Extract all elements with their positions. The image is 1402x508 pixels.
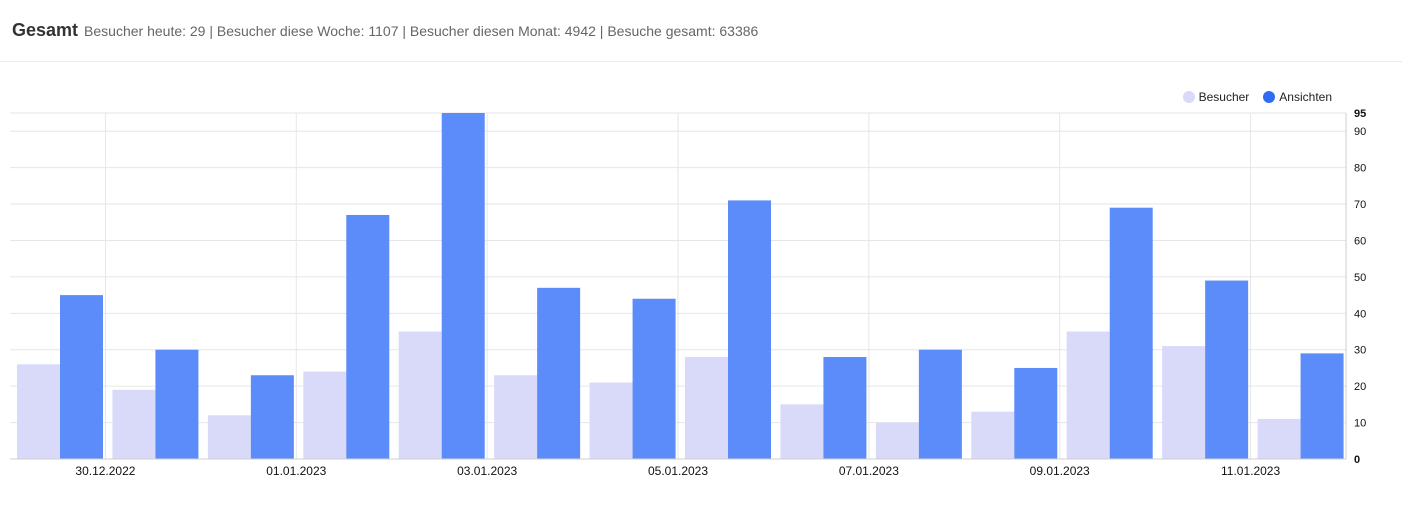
y-tick-label: 80 bbox=[1354, 163, 1366, 175]
legend-label-ansichten: Ansichten bbox=[1279, 90, 1332, 104]
bar-besucher bbox=[1066, 331, 1110, 459]
bar-ansichten bbox=[60, 295, 103, 459]
bar-besucher bbox=[589, 382, 633, 459]
y-tick-label: 70 bbox=[1354, 199, 1366, 211]
y-tick-label: 0 bbox=[1354, 454, 1360, 466]
bar-besucher bbox=[112, 389, 156, 459]
legend-label-besucher: Besucher bbox=[1198, 90, 1250, 104]
x-tick-label: 30.12.2022 bbox=[75, 464, 135, 478]
bar-besucher bbox=[207, 415, 251, 459]
bar-ansichten bbox=[728, 200, 771, 459]
bar-ansichten bbox=[155, 349, 199, 459]
x-tick-label: 11.01.2023 bbox=[1221, 464, 1280, 478]
y-tick-label: 10 bbox=[1354, 418, 1366, 430]
y-tick-label: 40 bbox=[1354, 308, 1366, 320]
y-tick-label: 30 bbox=[1354, 345, 1366, 357]
bar-besucher bbox=[971, 411, 1015, 459]
bar-ansichten bbox=[537, 287, 581, 459]
bar-ansichten bbox=[1109, 207, 1153, 459]
legend-item-besucher[interactable]: Besucher bbox=[1182, 90, 1250, 104]
bar-ansichten bbox=[1205, 280, 1249, 459]
bar-besucher bbox=[17, 364, 60, 459]
bar-ansichten bbox=[250, 375, 294, 459]
bar-besucher bbox=[398, 331, 442, 459]
bar-besucher bbox=[1257, 418, 1301, 459]
bar-ansichten bbox=[918, 349, 962, 459]
page-title: Gesamt bbox=[12, 20, 79, 40]
y-tick-label: 60 bbox=[1354, 235, 1366, 247]
chart-legend: Besucher Ansichten bbox=[1182, 90, 1332, 104]
bar-ansichten bbox=[1014, 367, 1058, 459]
bar-besucher bbox=[494, 375, 538, 459]
y-tick-label: 90 bbox=[1354, 126, 1366, 138]
bar-besucher bbox=[303, 371, 347, 459]
legend-dot-besucher bbox=[1182, 91, 1195, 103]
x-tick-label: 05.01.2023 bbox=[648, 464, 708, 478]
y-tick-label: 95 bbox=[1354, 108, 1366, 120]
bar-besucher bbox=[1162, 346, 1206, 459]
bar-ansichten bbox=[346, 214, 390, 459]
legend-item-ansichten[interactable]: Ansichten bbox=[1263, 90, 1332, 104]
bar-besucher bbox=[780, 404, 824, 459]
chart-header: Gesamt Besucher heute: 29 | Besucher die… bbox=[0, 0, 1402, 62]
x-tick-label: 09.01.2023 bbox=[1030, 464, 1090, 478]
bar-besucher bbox=[685, 357, 728, 459]
bar-besucher bbox=[875, 422, 919, 459]
bar-ansichten bbox=[632, 298, 676, 459]
bar-ansichten bbox=[1300, 353, 1344, 459]
bar-ansichten bbox=[441, 113, 485, 459]
x-tick-label: 07.01.2023 bbox=[839, 464, 899, 478]
legend-dot-ansichten bbox=[1263, 91, 1276, 103]
bar-ansichten bbox=[823, 357, 867, 459]
x-tick-label: 01.01.2023 bbox=[266, 464, 326, 478]
y-tick-label: 20 bbox=[1354, 381, 1366, 393]
x-tick-label: 03.01.2023 bbox=[457, 464, 517, 478]
y-tick-label: 50 bbox=[1354, 272, 1366, 284]
visitor-stats: Besucher heute: 29 | Besucher diese Woch… bbox=[84, 22, 759, 39]
